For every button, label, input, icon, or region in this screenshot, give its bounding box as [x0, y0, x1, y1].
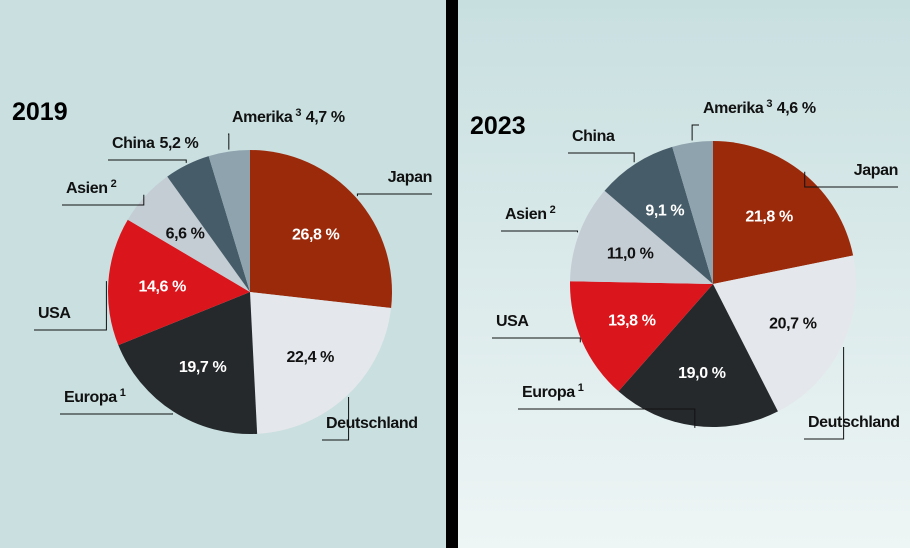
footnote-mark: 1 [120, 387, 126, 399]
pie-slice [604, 146, 713, 284]
chart-title: 2023 [470, 112, 526, 140]
leader-line [356, 193, 432, 197]
category-name: Asien [505, 206, 547, 223]
category-label: China [572, 128, 615, 145]
value-label: 5,2 % [159, 135, 198, 152]
value-label: 13,8 % [608, 313, 656, 330]
category-label: Japan [388, 169, 432, 186]
category-label: USA [38, 305, 71, 322]
category-label: Japan [854, 162, 898, 179]
value-label: 4,7 % [306, 109, 345, 126]
leader-line [501, 230, 579, 233]
leader-line [60, 413, 173, 415]
pie-slice [713, 255, 856, 412]
value-label: 21,8 % [745, 208, 793, 225]
spacer [555, 210, 558, 222]
category-name: China [572, 128, 615, 145]
leader-line [568, 152, 635, 163]
pie-slice [118, 292, 258, 435]
category-label: Deutschland [808, 414, 900, 431]
value-label: 9,1 % [645, 203, 684, 220]
category-name: Europa [522, 384, 575, 401]
footnote-mark: 3 [295, 107, 301, 119]
value-label: 20,7 % [769, 316, 817, 333]
category-name: Japan [388, 169, 432, 186]
category-name: Amerika [232, 109, 293, 126]
pie-slice [250, 292, 392, 434]
spacer [116, 184, 119, 196]
category-label: Amerika 3 4,7 % [232, 107, 345, 126]
pie-slice [167, 156, 250, 292]
category-name: Deutschland [326, 415, 418, 432]
value-label: 19,0 % [678, 365, 726, 382]
leader-line [228, 133, 230, 150]
pie-slice [127, 176, 250, 292]
value-label: 26,8 % [292, 226, 340, 243]
pie-slice [108, 219, 251, 346]
value-label: 11,0 % [607, 245, 654, 262]
value-label: 22,4 % [287, 349, 335, 366]
leader-line [34, 281, 107, 331]
leader-line [322, 396, 350, 441]
leader-line [804, 346, 845, 440]
category-label: Europa 1 [522, 382, 586, 401]
value-label: 14,6 % [138, 278, 186, 295]
spacer [125, 393, 128, 405]
category-name: China [112, 135, 155, 152]
divider [446, 0, 458, 548]
category-name: Japan [854, 162, 898, 179]
category-label: Deutschland [326, 415, 418, 432]
leader-line [804, 171, 898, 188]
category-name: Amerika [703, 100, 764, 117]
category-label: Europa 1 [64, 387, 128, 406]
footnote-mark: 3 [766, 98, 772, 110]
category-name: USA [496, 313, 529, 330]
pie-slice [250, 150, 392, 309]
footnote-mark: 1 [578, 382, 584, 394]
category-label: USA [496, 313, 529, 330]
pie-slice [208, 150, 250, 292]
leader-line [691, 124, 699, 141]
leader-line [492, 337, 581, 343]
category-label: China 5,2 % [112, 135, 199, 152]
pie-slice [618, 284, 778, 428]
chart-title: 2019 [12, 98, 68, 126]
category-label: Asien 2 [66, 178, 119, 197]
category-name: Deutschland [808, 414, 900, 431]
leader-line [518, 408, 696, 428]
category-name: USA [38, 305, 71, 322]
pie-slice [570, 190, 713, 284]
category-name: Asien [66, 180, 108, 197]
pie-slice [713, 141, 854, 284]
value-label: 6,6 % [166, 226, 205, 243]
pie-slice [570, 281, 713, 392]
spacer [583, 388, 586, 400]
footnote-mark: 2 [550, 204, 556, 216]
leader-line [62, 194, 145, 206]
category-label: Amerika 3 4,6 % [703, 98, 816, 117]
leader-line [108, 159, 187, 163]
category-name: Europa [64, 389, 117, 406]
category-label: Asien 2 [505, 204, 558, 223]
value-label: 4,6 % [777, 100, 816, 117]
spacer [772, 104, 775, 116]
spacer [301, 113, 304, 125]
footnote-mark: 2 [111, 178, 117, 190]
value-label: 19,7 % [179, 359, 227, 376]
pie-slice [672, 141, 713, 284]
